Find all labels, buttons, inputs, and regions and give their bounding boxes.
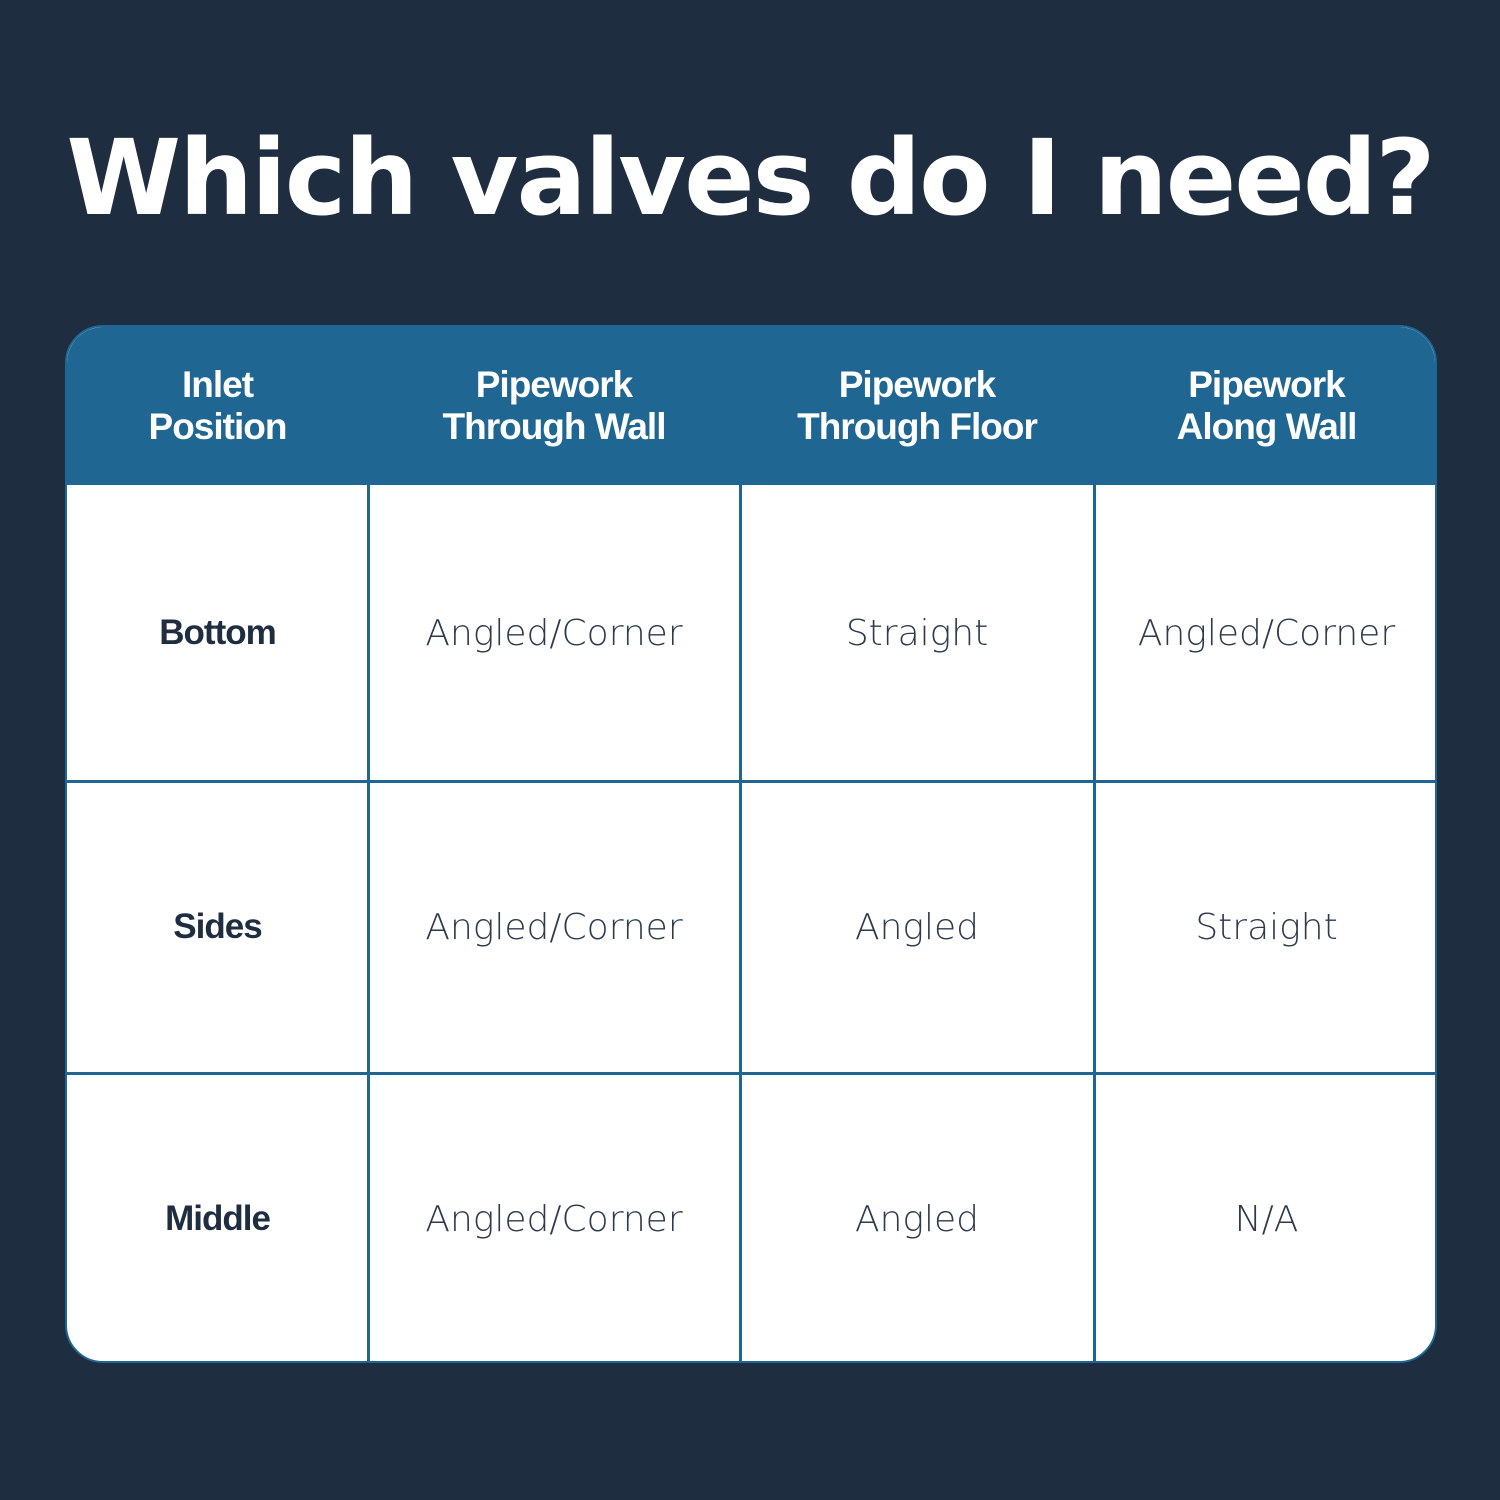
row-label: Bottom (159, 613, 276, 652)
column-divider (739, 485, 742, 1361)
table-cell: Angled (854, 1198, 980, 1240)
table-cell: Angled/Corner (425, 1198, 683, 1240)
column-divider (1093, 485, 1096, 1361)
table-cell: Straight (1195, 906, 1338, 948)
column-header: Pipework Through Wall (442, 364, 667, 447)
row-divider (67, 1072, 1435, 1075)
table-cell: Angled (854, 906, 980, 948)
table-cell: N/A (1234, 1198, 1299, 1240)
column-header: Pipework Through Floor (797, 364, 1038, 447)
table-header (67, 327, 1435, 485)
column-header: Inlet Position (148, 364, 288, 447)
table-cell: Angled/Corner (425, 906, 683, 948)
row-divider (67, 780, 1435, 783)
column-divider (367, 485, 370, 1361)
valve-table: Inlet Position Pipework Through Wall Pipewor… (65, 325, 1437, 1363)
page-title: Which valves do I need? (66, 117, 1435, 239)
column-header: Pipework Along Wall (1176, 364, 1358, 447)
table-cell: Angled/Corner (1137, 612, 1396, 654)
table-cell: Angled/Corner (425, 612, 683, 654)
table-cell: Straight (845, 612, 989, 654)
row-label: Middle (165, 1199, 271, 1238)
row-label: Sides (173, 907, 262, 946)
